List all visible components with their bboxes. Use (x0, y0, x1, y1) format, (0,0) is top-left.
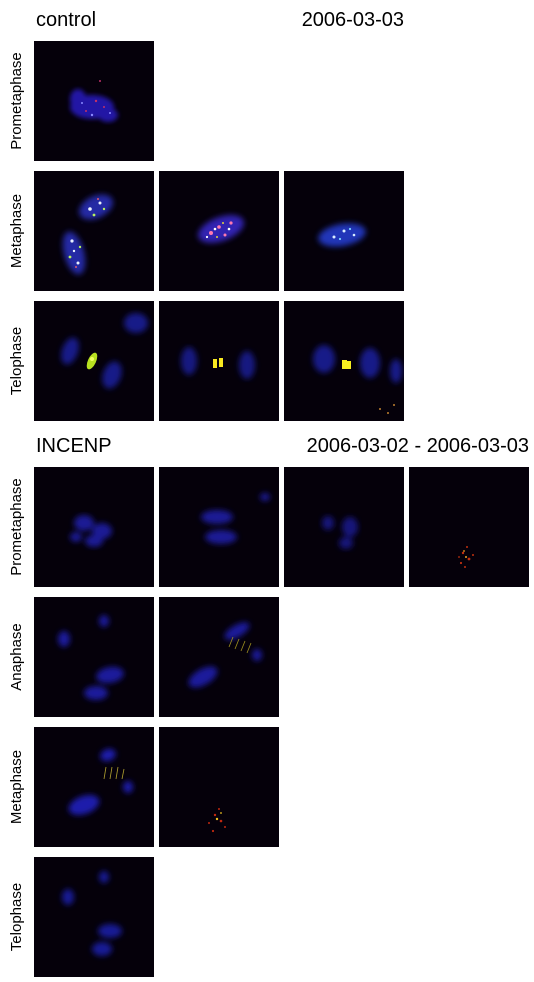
micrograph-control-telophase-2 (159, 301, 279, 421)
row-label-incenp-telophase: Telophase (8, 882, 25, 952)
row-label-incenp-anaphase: Anaphase (8, 623, 25, 691)
micrograph-image (313, 345, 402, 414)
micrograph-image (188, 622, 262, 688)
micrograph-image (322, 516, 358, 549)
micrograph-image (70, 515, 112, 547)
micrograph-incenp-prometaphase-1 (34, 467, 154, 587)
micrograph-image (198, 215, 244, 243)
micrograph-incenp-prometaphase-3 (284, 467, 404, 587)
micrograph-image (62, 194, 113, 275)
micrograph-control-prometaphase-1 (34, 41, 154, 161)
micrograph-control-metaphase-1 (34, 171, 154, 291)
micrograph-incenp-anaphase-2 (159, 597, 279, 717)
group-date-control: 2006-03-03 (301, 9, 404, 31)
row-label-control-telophase: Telophase (8, 326, 25, 396)
micrograph-incenp-telophase-1 (34, 857, 154, 977)
micrograph-image (61, 313, 148, 389)
micrograph-control-metaphase-2 (159, 171, 279, 291)
micrograph-image (58, 615, 124, 700)
group-title-incenp: INCENP (36, 435, 112, 457)
micrograph-incenp-metaphase-2 (159, 727, 279, 847)
micrograph-image (201, 493, 270, 544)
micrograph-image (458, 546, 474, 568)
micrograph-incenp-prometaphase-2 (159, 467, 279, 587)
group-date-incenp: 2006-03-02 - 2006-03-03 (306, 435, 529, 457)
micrograph-image (62, 871, 122, 956)
micrograph-incenp-prometaphase-4 (409, 467, 529, 587)
micrograph-image (70, 80, 118, 122)
row-label-control-metaphase: Metaphase (8, 193, 25, 269)
micrograph-image (181, 347, 255, 379)
group-title-control: control (36, 9, 97, 31)
micrograph-image (318, 223, 366, 247)
micrograph-image (68, 748, 133, 816)
micrograph-image (208, 808, 226, 833)
row-label-incenp-prometaphase: Prometaphase (8, 478, 25, 576)
row-label-incenp-metaphase: Metaphase (8, 749, 25, 825)
micrograph-control-metaphase-3 (284, 171, 404, 291)
micrograph-incenp-metaphase-1 (34, 727, 154, 847)
micrograph-control-telophase-3 (284, 301, 404, 421)
row-label-control-prometaphase: Prometaphase (8, 52, 25, 150)
micrograph-incenp-anaphase-1 (34, 597, 154, 717)
micrograph-control-telophase-1 (34, 301, 154, 421)
